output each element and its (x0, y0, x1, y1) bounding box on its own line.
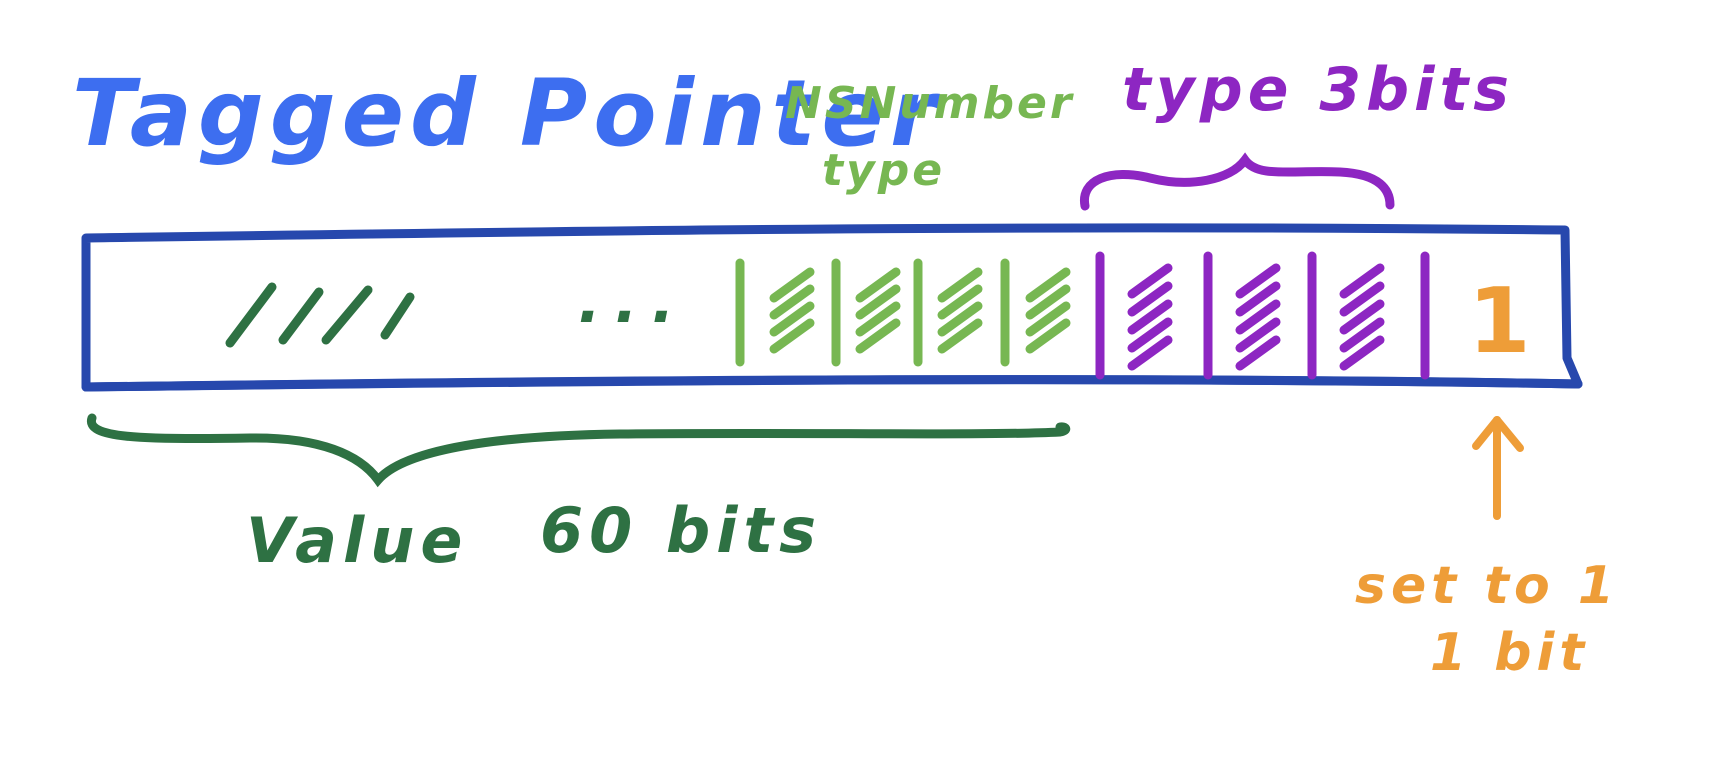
type-bits (1095, 251, 1430, 380)
hatch-mark (769, 318, 815, 354)
type-brace (1079, 152, 1395, 211)
hatch-mark (1339, 281, 1385, 317)
hatch-mark (1025, 284, 1071, 320)
nsnumber-label: NSNumber (785, 78, 1075, 129)
hatch-mark (1235, 317, 1281, 353)
flag-label: set to 1 (1355, 556, 1619, 616)
value-brace (86, 413, 1071, 488)
hatch-mark (769, 284, 815, 320)
hatch-mark (855, 301, 901, 337)
hatch-mark (1127, 317, 1173, 353)
hatch-mark (769, 267, 815, 303)
hatch-mark (1127, 299, 1173, 335)
hatch-mark (1025, 267, 1071, 303)
hatch-mark (937, 267, 983, 303)
hatch-mark (1339, 335, 1385, 371)
hatch-mark (1235, 335, 1281, 371)
hatch-mark (1339, 263, 1385, 299)
hatch-mark (937, 318, 983, 354)
pointer-box-edge (81, 375, 1583, 392)
lsb-bit-value: 1 (1468, 269, 1531, 374)
diagram-title: Tagged Pointer (72, 60, 941, 167)
hatch-mark (1339, 299, 1385, 335)
hatch-mark (1127, 281, 1173, 317)
hatch-mark (937, 301, 983, 337)
hatch-mark (1339, 317, 1385, 353)
hatch-mark (1235, 299, 1281, 335)
hatch-mark (855, 284, 901, 320)
value-bits-label: 60 bits (540, 494, 822, 567)
value-bit-marks (225, 282, 415, 348)
hatch-mark (1235, 281, 1281, 317)
flag-bits-label: 1 bit (1430, 623, 1589, 683)
ellipsis: ... (578, 267, 688, 337)
hatch-mark (1127, 335, 1173, 371)
nsnumber-type-bits (735, 258, 1071, 367)
hatch-mark (1235, 263, 1281, 299)
nsnumber-type-label: type (822, 145, 945, 196)
hatch-mark (769, 301, 815, 337)
hatch-mark (1025, 301, 1071, 337)
hatch-mark (855, 318, 901, 354)
hatch-mark (855, 267, 901, 303)
hatch-mark (937, 284, 983, 320)
flag-arrow (1472, 416, 1524, 520)
hatch-mark (1025, 318, 1071, 354)
hatch-mark (1127, 263, 1173, 299)
value-label: Value (246, 504, 468, 577)
type-bits-label: type 3bits (1122, 55, 1514, 125)
